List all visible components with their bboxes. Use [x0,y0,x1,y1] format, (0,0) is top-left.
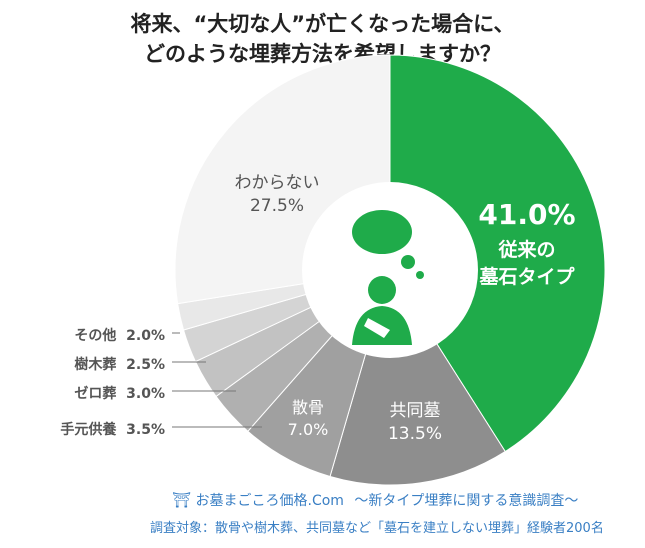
survey-note: 調査対象：散骨や樹木葬、共同墓など「墓石を建立しない埋葬」経験者200名 [150,521,604,536]
logo-icon: ⛩ [172,491,192,509]
label-sonota: その他 2.0% [74,328,165,344]
label-green-name1: 従来の [498,239,556,261]
label-sankotsu-name: 散骨 [291,398,324,417]
chart-title-line1: 将来、“大切な人”が亡くなった場合に、 [130,12,515,36]
label-jumokuso: 樹木葬 2.5% [74,357,165,373]
label-temotokuyo: 手元供養 3.5% [60,422,165,438]
survey-subtitle: ～新タイプ埋葬に関する意識調査～ [354,493,579,509]
label-wakaranai-value: 27.5% [249,195,304,216]
thinking-person-icon [352,210,424,345]
pie-slice-0 [389,54,606,453]
pie-slice-1 [329,268,506,486]
donut-hole [302,182,478,358]
label-wakaranai-name: わからない [234,173,320,193]
label-wakaranai: わからない 27.5% [222,172,332,218]
label-green-value: 41.0% [478,198,576,231]
label-green-name2: 墓石タイプ [479,266,575,288]
label-kyodobo: 共同墓 13.5% [370,400,460,446]
label-green: 41.0% 従来の 墓石タイプ [462,198,592,289]
label-zeroso: ゼロ葬 3.0% [74,386,165,402]
footer-brand: ⛩ お墓まごころ価格.Com ～新タイプ埋葬に関する意識調査～ [172,490,578,510]
label-kyodobo-name: 共同墓 [389,401,441,421]
label-sankotsu-value: 7.0% [287,419,329,439]
label-kyodobo-value: 13.5% [387,423,442,444]
brand-name: お墓まごころ価格.Com [195,493,344,509]
label-sankotsu: 散骨 7.0% [278,397,338,440]
